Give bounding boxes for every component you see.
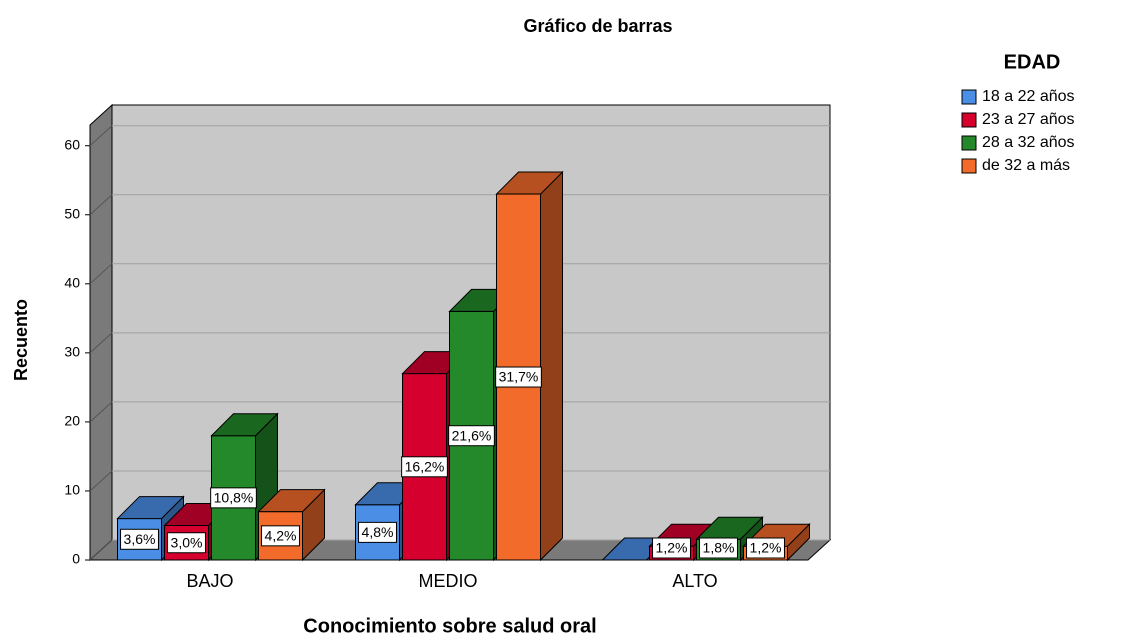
data-label-box — [167, 532, 206, 554]
data-label-box — [746, 537, 785, 559]
data-label-box — [652, 537, 691, 559]
data-label: 31,7% — [499, 369, 539, 385]
data-label: 16,2% — [405, 458, 445, 474]
grid-line — [89, 539, 113, 561]
legend-title: EDAD — [1004, 51, 1061, 73]
data-label-box — [699, 537, 738, 559]
bar-top — [495, 171, 564, 195]
legend-swatch — [961, 112, 977, 128]
legend-label: 18 a 22 años — [982, 88, 1075, 105]
chart-title: Gráfico de barras — [523, 16, 672, 36]
y-tick-label: 0 — [72, 551, 80, 567]
data-label-box — [495, 366, 542, 388]
data-label-box — [448, 425, 495, 447]
y-tick-label: 50 — [64, 205, 80, 221]
legend-label: de 32 a más — [982, 157, 1070, 174]
x-axis-title: Conocimiento sobre salud oral — [303, 615, 596, 637]
y-axis-title: Recuento — [11, 299, 31, 381]
data-label: 1,2% — [656, 540, 688, 556]
data-label: 10,8% — [214, 490, 254, 506]
grid-line — [89, 401, 113, 423]
grid-line — [89, 263, 113, 285]
legend-label: 28 a 32 años — [982, 134, 1075, 151]
grid-line — [89, 125, 113, 147]
x-tick-label: MEDIO — [418, 571, 477, 591]
data-label: 1,2% — [750, 540, 782, 556]
y-tick-label: 40 — [64, 275, 80, 291]
data-label-box — [120, 528, 159, 550]
data-label: 3,6% — [124, 531, 156, 547]
data-label: 4,8% — [362, 524, 394, 540]
data-label: 4,2% — [265, 528, 297, 544]
y-tick-label: 60 — [64, 136, 80, 152]
legend-swatch — [961, 89, 977, 105]
data-label-box — [210, 487, 257, 509]
bar-top — [116, 496, 185, 520]
legend-label: 23 a 27 años — [982, 111, 1075, 128]
x-tick-label: BAJO — [186, 571, 233, 591]
data-label-box — [358, 521, 397, 543]
data-label: 1,8% — [703, 540, 735, 556]
x-tick-label: ALTO — [672, 571, 717, 591]
legend-swatch — [961, 158, 977, 174]
legend-swatch — [961, 135, 977, 151]
data-label: 21,6% — [452, 427, 492, 443]
bar-top — [257, 489, 326, 513]
data-label: 3,0% — [171, 534, 203, 550]
data-label-box — [261, 525, 300, 547]
y-tick-label: 30 — [64, 344, 80, 360]
grid-line — [89, 470, 113, 492]
data-label-box — [401, 456, 448, 478]
grid-line — [89, 194, 113, 216]
side-wall — [89, 103, 113, 562]
y-tick-label: 20 — [64, 413, 80, 429]
grid-line — [89, 332, 113, 354]
y-tick-label: 10 — [64, 482, 80, 498]
bar-top — [210, 413, 279, 437]
bar-side — [540, 170, 563, 562]
